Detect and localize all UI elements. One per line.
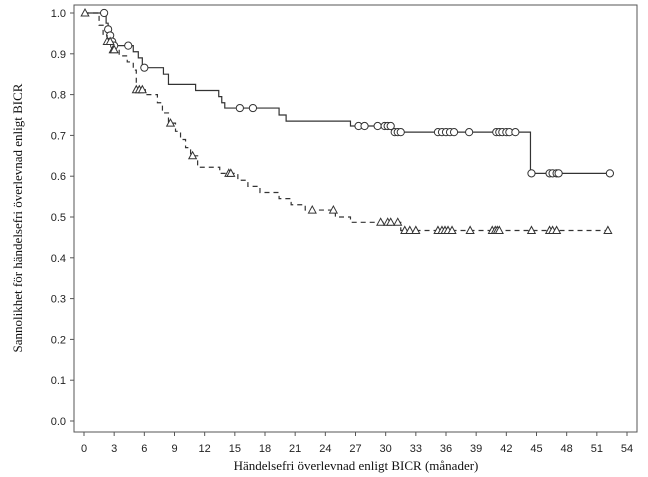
x-tick-label: 21 [289, 443, 301, 455]
censor-mark-triangle [187, 150, 198, 160]
x-tick-label: 27 [349, 443, 361, 455]
censor-mark-triangle [447, 225, 457, 234]
censor-mark-circle [373, 121, 382, 131]
plot-frame [73, 4, 638, 433]
censor-mark-circle [100, 8, 109, 18]
censor-mark-triangle [165, 118, 176, 127]
censor-mark-triangle [405, 225, 415, 234]
x-tick-label: 39 [470, 443, 482, 455]
x-axis-label: Händelsefri överlevnad enligt BICR (måna… [234, 458, 479, 473]
censor-mark-circle [140, 63, 149, 72]
censor-mark-triangle [105, 36, 115, 46]
y-tick-label: 1.0 [51, 8, 66, 20]
y-tick-label: 0.8 [51, 90, 66, 102]
solid-survival-curve [84, 12, 610, 174]
censor-mark-circle [465, 128, 474, 137]
y-tick-label: 0.6 [51, 171, 66, 183]
dashed-survival-curve [84, 12, 608, 232]
x-tick-label: 30 [380, 443, 392, 455]
y-tick-label: 0.7 [51, 130, 66, 142]
x-tick-label: 0 [81, 443, 87, 455]
censor-mark-triangle [393, 217, 403, 226]
x-tick-label: 9 [171, 443, 177, 455]
censor-mark-triangle [307, 205, 317, 214]
censor-mark-triangle [137, 84, 147, 94]
censor-mark-triangle [465, 225, 475, 234]
y-tick-label: 0.0 [51, 416, 66, 428]
censor-mark-circle [248, 103, 258, 113]
censor-mark-triangle [603, 225, 613, 234]
censor-mark-circle [605, 169, 615, 178]
x-tick-label: 3 [111, 443, 117, 455]
x-tick-label: 51 [591, 443, 603, 455]
x-tick-label: 36 [440, 443, 452, 455]
x-tick-label: 18 [259, 443, 271, 455]
x-tick-label: 33 [410, 443, 422, 455]
y-tick-label: 0.9 [51, 49, 66, 61]
censor-mark-circle [554, 169, 563, 178]
censor-mark-triangle [226, 168, 236, 177]
x-tick-label: 45 [530, 443, 542, 455]
x-tick-label: 42 [500, 443, 512, 455]
censor-mark-circle [235, 103, 244, 113]
y-tick-label: 0.1 [51, 375, 66, 387]
y-tick-label: 0.3 [51, 294, 66, 306]
x-tick-label: 12 [199, 443, 211, 455]
censor-mark-triangle [411, 225, 421, 234]
censor-mark-triangle [375, 217, 386, 226]
x-tick-label: 15 [229, 443, 241, 455]
y-tick-label: 0.4 [51, 253, 66, 265]
x-tick-label: 24 [319, 443, 331, 455]
y-tick-label: 0.2 [51, 334, 66, 346]
censor-mark-circle [386, 121, 395, 131]
censor-mark-triangle [328, 205, 339, 214]
censor-mark-circle [527, 169, 536, 178]
censor-mark-triangle [494, 225, 504, 234]
censor-mark-circle [449, 128, 459, 137]
censor-mark-circle [511, 128, 520, 137]
censor-mark-circle [360, 121, 369, 131]
censor-mark-triangle [109, 44, 119, 54]
x-tick-label: 6 [141, 443, 147, 455]
censor-mark-triangle [526, 225, 537, 234]
x-tick-label: 48 [561, 443, 573, 455]
censor-mark-circle [124, 41, 133, 50]
y-tick-label: 0.5 [51, 212, 66, 224]
censor-mark-triangle [80, 7, 90, 17]
censor-mark-circle [396, 128, 405, 137]
censor-mark-triangle [551, 225, 562, 234]
x-tick-label: 54 [621, 443, 633, 455]
censor-mark-triangle [386, 217, 396, 226]
y-axis-label: Sannolikhet för händelsefri överlevnad e… [10, 83, 25, 352]
